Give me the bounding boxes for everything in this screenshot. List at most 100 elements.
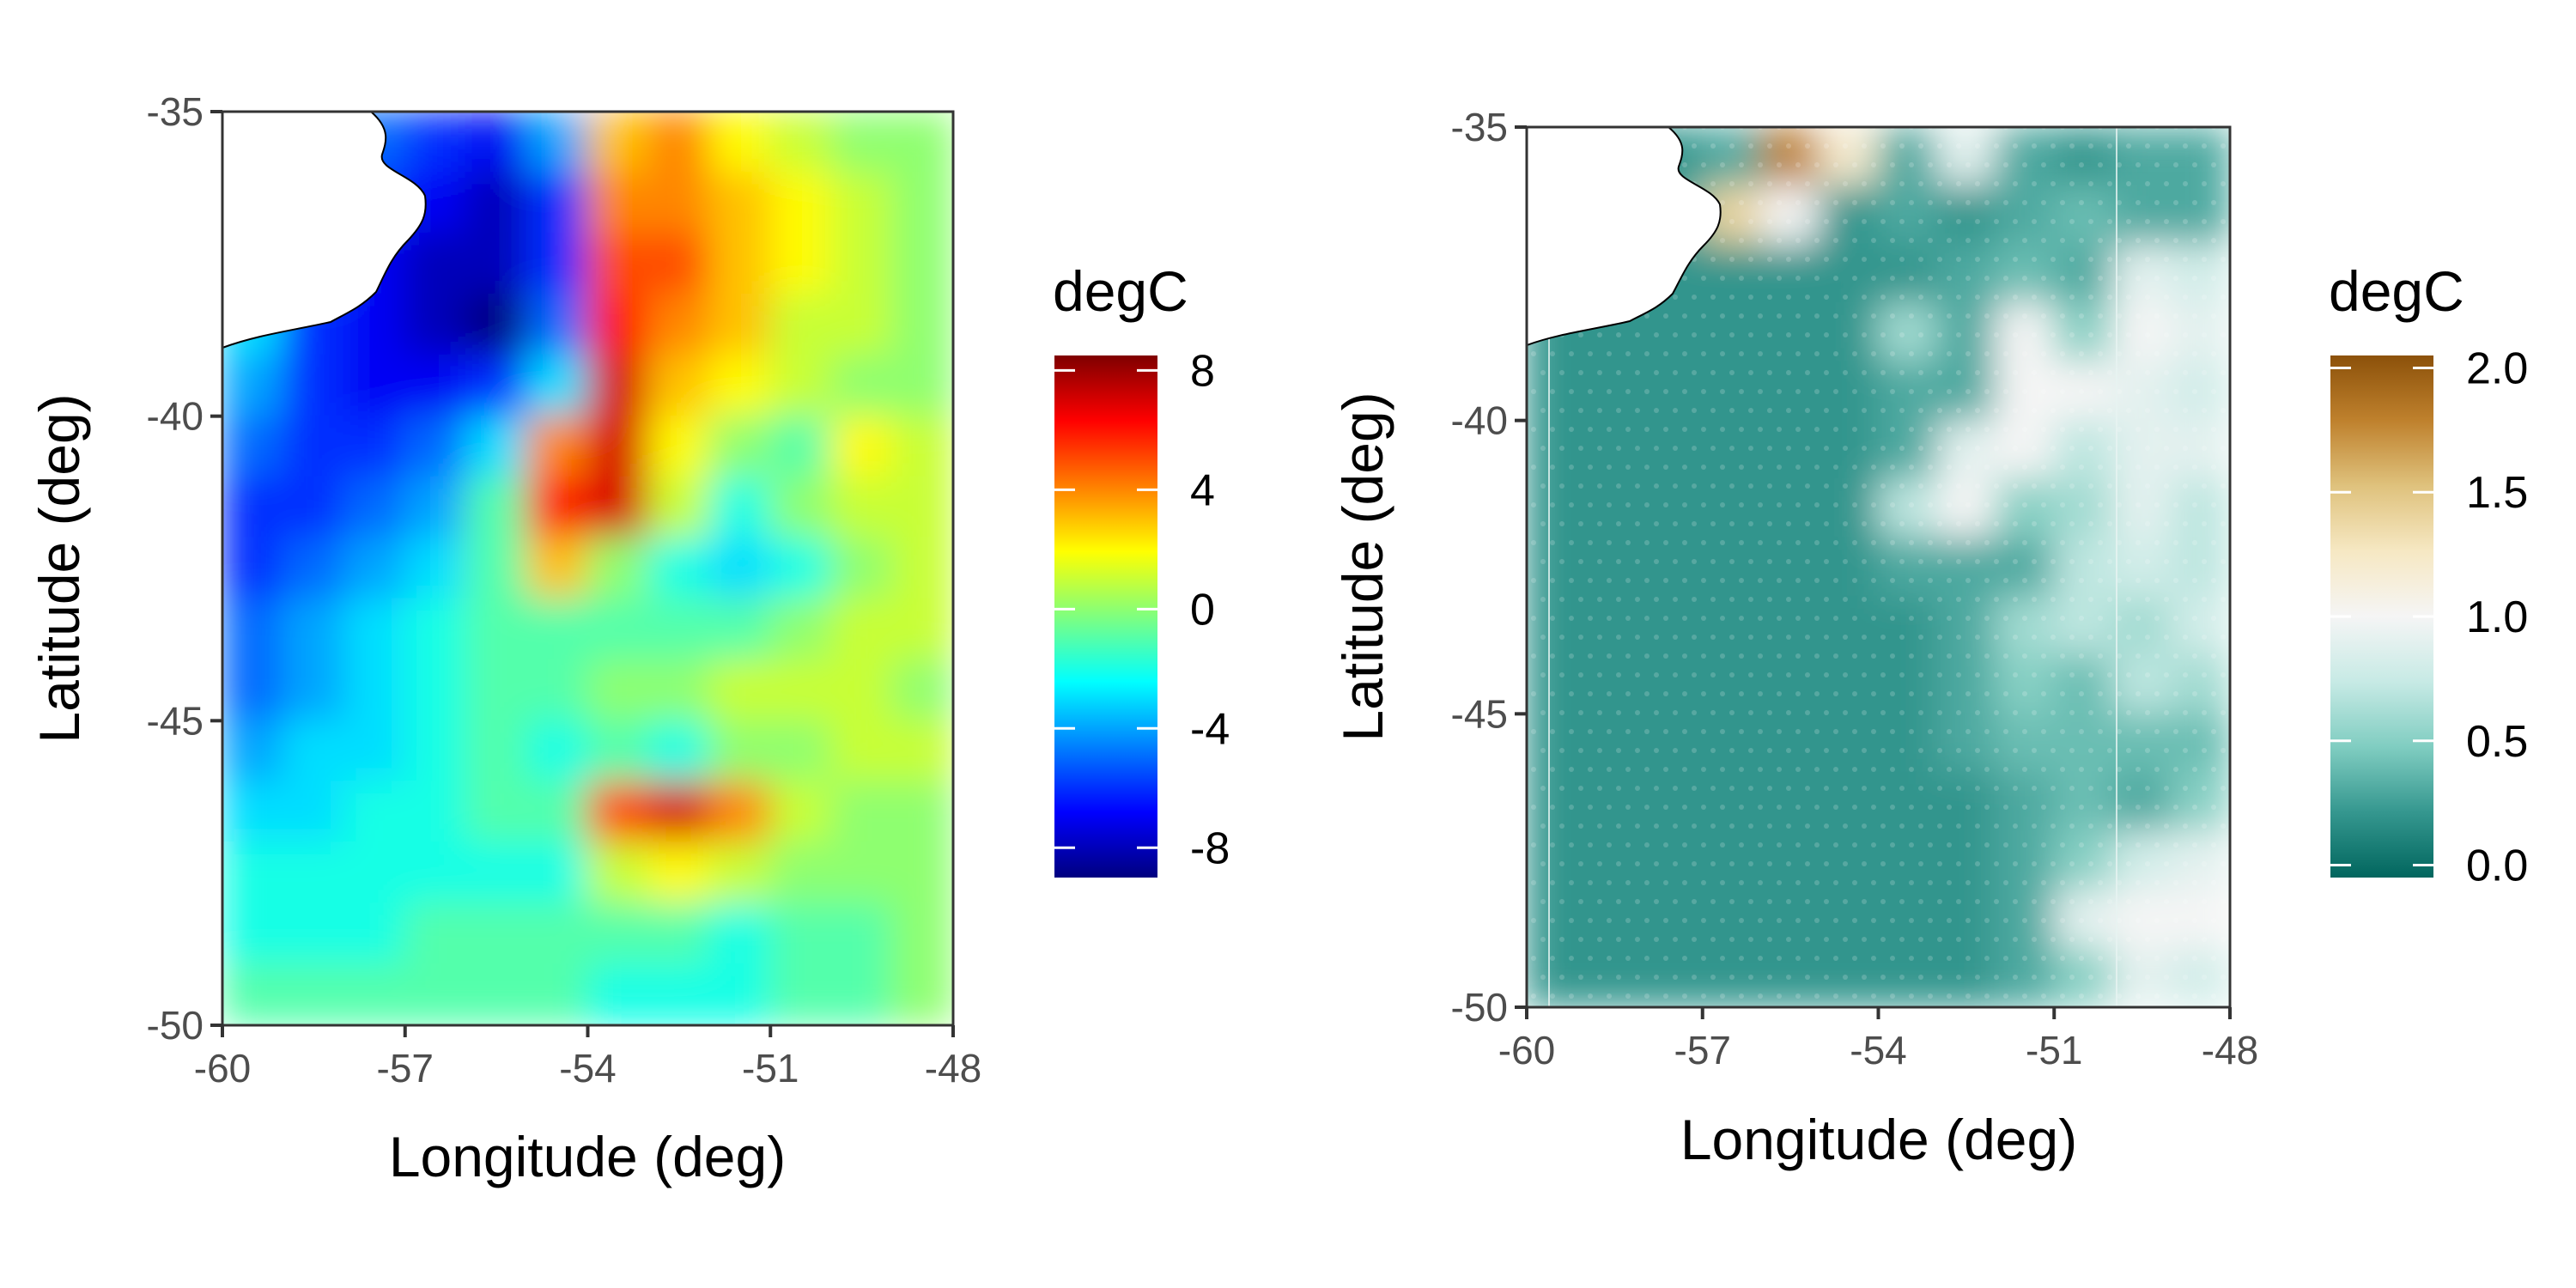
mesh-node (1578, 710, 1583, 715)
mesh-node (1729, 597, 1735, 602)
mesh-node (1880, 521, 1886, 526)
mesh-node (1644, 918, 1649, 923)
mesh-node (1644, 880, 1649, 885)
mesh-node (1947, 238, 1952, 243)
mesh-node (2098, 767, 2103, 772)
mesh-node (1833, 578, 1838, 583)
mesh-node (2060, 578, 2065, 583)
mesh-node (2069, 446, 2075, 451)
mesh-node (2041, 540, 2046, 545)
mesh-node (1918, 295, 1923, 300)
field-cell (769, 415, 833, 478)
mesh-node (1578, 559, 1583, 564)
mesh-node (1880, 143, 1886, 149)
mesh-node (1984, 162, 1990, 167)
mesh-node (1729, 899, 1735, 904)
field-cell (465, 354, 528, 417)
mesh-node (2022, 993, 2027, 999)
mesh-node (1871, 805, 1876, 810)
mesh-node (2164, 748, 2169, 753)
mesh-node (2107, 899, 2112, 904)
field-cell (1584, 947, 1645, 1007)
mesh-node (1748, 861, 1753, 866)
mesh-node (2069, 748, 2075, 753)
field-cell (2053, 595, 2114, 656)
mesh-node (1550, 427, 1555, 432)
mesh-node (2126, 408, 2131, 413)
mesh-node (1880, 332, 1886, 337)
mesh-node (1805, 861, 1810, 866)
mesh-node (1531, 578, 1536, 583)
mesh-node (1729, 143, 1735, 149)
mesh-node (1937, 937, 1942, 942)
mesh-node (1758, 313, 1763, 319)
mesh-node (2164, 899, 2169, 904)
colorbar-label: 0.5 (2466, 717, 2528, 767)
field-cell (1819, 595, 1880, 656)
mesh-node (1767, 823, 1772, 829)
mesh-node (2221, 672, 2226, 677)
mesh-node (2136, 616, 2141, 621)
field-cell (1584, 537, 1645, 598)
mesh-node (2126, 899, 2131, 904)
mesh-node (1739, 805, 1744, 810)
mesh-node (1786, 861, 1791, 866)
mesh-node (1786, 219, 1791, 224)
mesh-node (1625, 729, 1631, 734)
mesh-node (1918, 521, 1923, 526)
mesh-node (2136, 238, 2141, 243)
mesh-node (1550, 653, 1555, 659)
mesh-node (2136, 427, 2141, 432)
mesh-node (1748, 295, 1753, 300)
mesh-node (1956, 521, 1961, 526)
mesh-node (1767, 446, 1772, 451)
mesh-node (2173, 956, 2178, 961)
mesh-node (1616, 748, 1621, 753)
mesh-node (1578, 672, 1583, 677)
mesh-node (2126, 181, 2131, 186)
mesh-node (1833, 200, 1838, 205)
mesh-node (2221, 899, 2226, 904)
mesh-node (1710, 899, 1716, 904)
mesh-node (1644, 805, 1649, 810)
mesh-node (1748, 597, 1753, 602)
mesh-node (1692, 861, 1697, 866)
field-cell (1819, 185, 1880, 246)
mesh-node (1918, 143, 1923, 149)
mesh-node (1777, 616, 1782, 621)
mesh-node (1720, 238, 1725, 243)
mesh-node (1540, 446, 1546, 451)
mesh-node (2060, 502, 2065, 507)
field-cell (2170, 947, 2230, 1007)
mesh-node (1550, 993, 1555, 999)
mesh-node (2221, 219, 2226, 224)
mesh-node (2013, 635, 2018, 640)
mesh-node (2032, 143, 2037, 149)
mesh-node (1559, 748, 1564, 753)
mesh-node (2098, 842, 2103, 848)
mesh-node (1635, 710, 1640, 715)
mesh-node (1824, 899, 1829, 904)
mesh-node (1616, 635, 1621, 640)
field-cell (647, 781, 711, 844)
field-cell (222, 902, 284, 965)
mesh-node (2079, 805, 2084, 810)
mesh-node (2079, 993, 2084, 999)
mesh-node (1899, 899, 1905, 904)
mesh-node (2173, 691, 2178, 696)
mesh-node (1588, 427, 1593, 432)
mesh-node (2164, 861, 2169, 866)
mesh-node (1852, 578, 1857, 583)
mesh-node (1748, 521, 1753, 526)
mesh-node (1984, 465, 1990, 470)
mesh-node (2041, 465, 2046, 470)
mesh-node (2202, 672, 2207, 677)
x-tick-label: -54 (1850, 1028, 1906, 1072)
mesh-node (2117, 389, 2122, 394)
mesh-node (1625, 805, 1631, 810)
mesh-node (2032, 408, 2037, 413)
mesh-node (1843, 332, 1848, 337)
mesh-node (1852, 276, 1857, 281)
x-tick-label: -51 (742, 1046, 799, 1091)
mesh-node (2003, 313, 2008, 319)
